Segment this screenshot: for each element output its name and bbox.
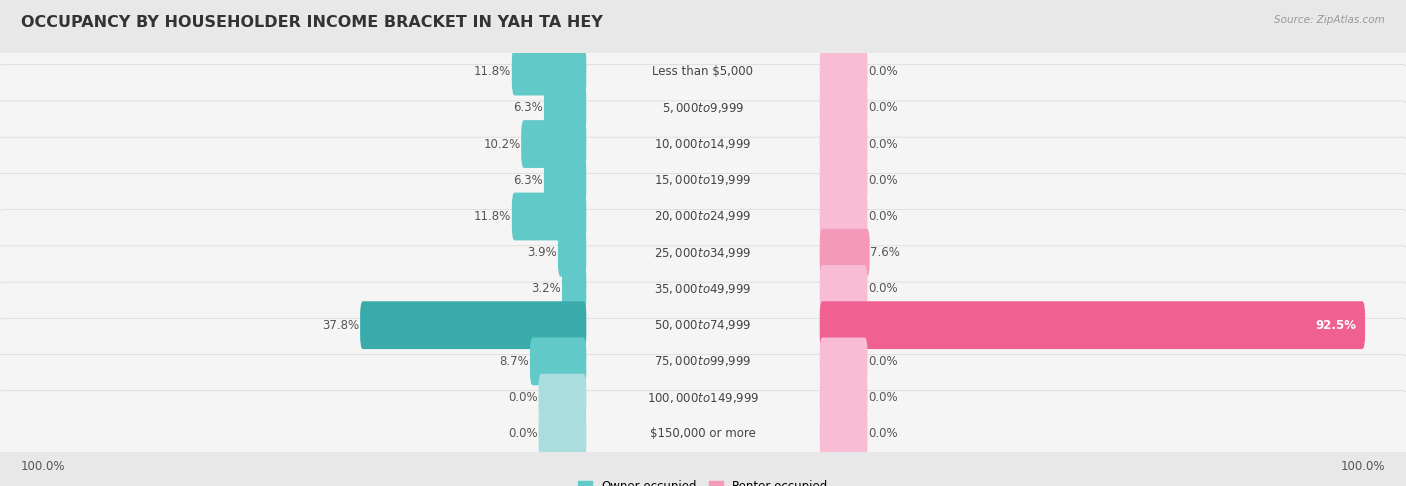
FancyBboxPatch shape <box>820 48 868 95</box>
FancyBboxPatch shape <box>512 48 586 95</box>
FancyBboxPatch shape <box>0 101 1406 187</box>
FancyBboxPatch shape <box>0 65 1406 151</box>
FancyBboxPatch shape <box>0 391 1406 477</box>
Text: 0.0%: 0.0% <box>508 427 537 440</box>
FancyBboxPatch shape <box>0 29 1406 115</box>
Text: 3.2%: 3.2% <box>531 282 561 295</box>
FancyBboxPatch shape <box>820 192 868 241</box>
Text: 6.3%: 6.3% <box>513 101 543 114</box>
Text: 92.5%: 92.5% <box>1316 319 1357 331</box>
FancyBboxPatch shape <box>0 174 1406 260</box>
Text: $20,000 to $24,999: $20,000 to $24,999 <box>654 209 752 224</box>
FancyBboxPatch shape <box>544 84 586 132</box>
Text: $15,000 to $19,999: $15,000 to $19,999 <box>654 174 752 187</box>
Text: $75,000 to $99,999: $75,000 to $99,999 <box>654 354 752 368</box>
Text: Less than $5,000: Less than $5,000 <box>652 65 754 78</box>
FancyBboxPatch shape <box>538 374 586 421</box>
FancyBboxPatch shape <box>0 354 1406 441</box>
Text: $150,000 or more: $150,000 or more <box>650 427 756 440</box>
Text: 0.0%: 0.0% <box>869 427 898 440</box>
Text: $25,000 to $34,999: $25,000 to $34,999 <box>654 246 752 260</box>
Text: Source: ZipAtlas.com: Source: ZipAtlas.com <box>1274 15 1385 25</box>
FancyBboxPatch shape <box>558 229 586 277</box>
Text: 100.0%: 100.0% <box>21 460 66 473</box>
Text: 0.0%: 0.0% <box>869 355 898 368</box>
Text: 0.0%: 0.0% <box>869 210 898 223</box>
Legend: Owner-occupied, Renter-occupied: Owner-occupied, Renter-occupied <box>572 475 834 486</box>
Text: $35,000 to $49,999: $35,000 to $49,999 <box>654 282 752 296</box>
FancyBboxPatch shape <box>820 265 868 313</box>
FancyBboxPatch shape <box>820 374 868 421</box>
Text: 0.0%: 0.0% <box>869 174 898 187</box>
Text: 8.7%: 8.7% <box>499 355 529 368</box>
FancyBboxPatch shape <box>0 246 1406 332</box>
FancyBboxPatch shape <box>820 410 868 458</box>
Text: 11.8%: 11.8% <box>474 65 512 78</box>
Text: 11.8%: 11.8% <box>474 210 512 223</box>
Text: 37.8%: 37.8% <box>322 319 360 331</box>
FancyBboxPatch shape <box>0 282 1406 368</box>
FancyBboxPatch shape <box>0 137 1406 224</box>
FancyBboxPatch shape <box>562 265 586 313</box>
FancyBboxPatch shape <box>0 209 1406 296</box>
Text: 0.0%: 0.0% <box>508 391 537 404</box>
FancyBboxPatch shape <box>538 410 586 458</box>
Text: 0.0%: 0.0% <box>869 391 898 404</box>
Text: 6.3%: 6.3% <box>513 174 543 187</box>
FancyBboxPatch shape <box>530 337 586 385</box>
Text: $50,000 to $74,999: $50,000 to $74,999 <box>654 318 752 332</box>
Text: OCCUPANCY BY HOUSEHOLDER INCOME BRACKET IN YAH TA HEY: OCCUPANCY BY HOUSEHOLDER INCOME BRACKET … <box>21 15 603 30</box>
FancyBboxPatch shape <box>820 337 868 385</box>
Text: 0.0%: 0.0% <box>869 65 898 78</box>
Text: $5,000 to $9,999: $5,000 to $9,999 <box>662 101 744 115</box>
FancyBboxPatch shape <box>820 156 868 204</box>
Text: 10.2%: 10.2% <box>484 138 520 151</box>
Text: $100,000 to $149,999: $100,000 to $149,999 <box>647 391 759 405</box>
Text: 0.0%: 0.0% <box>869 138 898 151</box>
FancyBboxPatch shape <box>820 229 870 277</box>
Text: 100.0%: 100.0% <box>1340 460 1385 473</box>
Text: 0.0%: 0.0% <box>869 101 898 114</box>
FancyBboxPatch shape <box>0 318 1406 404</box>
FancyBboxPatch shape <box>544 156 586 204</box>
FancyBboxPatch shape <box>360 301 586 349</box>
Text: 0.0%: 0.0% <box>869 282 898 295</box>
Text: 7.6%: 7.6% <box>870 246 900 259</box>
FancyBboxPatch shape <box>512 192 586 241</box>
FancyBboxPatch shape <box>820 120 868 168</box>
FancyBboxPatch shape <box>820 84 868 132</box>
FancyBboxPatch shape <box>522 120 586 168</box>
FancyBboxPatch shape <box>820 301 1365 349</box>
Text: $10,000 to $14,999: $10,000 to $14,999 <box>654 137 752 151</box>
Text: 3.9%: 3.9% <box>527 246 557 259</box>
